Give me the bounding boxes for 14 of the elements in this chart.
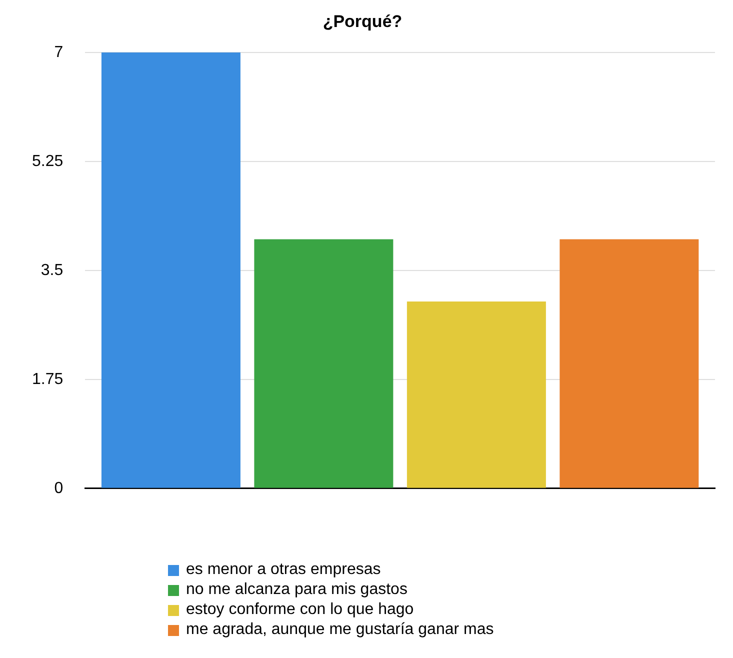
bar (101, 52, 240, 488)
y-tick-label: 3.5 (40, 262, 64, 279)
y-tick-label: 0 (54, 480, 64, 497)
y-tick-label: 1.75 (32, 370, 64, 388)
legend-label: estoy conforme con lo que hago (186, 600, 414, 620)
y-tick-label: 7 (54, 44, 64, 61)
legend-label: es menor a otras empresas (186, 560, 381, 580)
bar (254, 239, 394, 488)
legend-label: me agrada, aunque me gustaría ganar mas (186, 620, 494, 640)
bar (560, 239, 699, 488)
bar (406, 302, 546, 488)
chart-title: ¿Porqué? (322, 12, 402, 31)
y-tick-label: 5.25 (32, 152, 64, 170)
legend-label: no me alcanza para mis gastos (186, 580, 408, 600)
